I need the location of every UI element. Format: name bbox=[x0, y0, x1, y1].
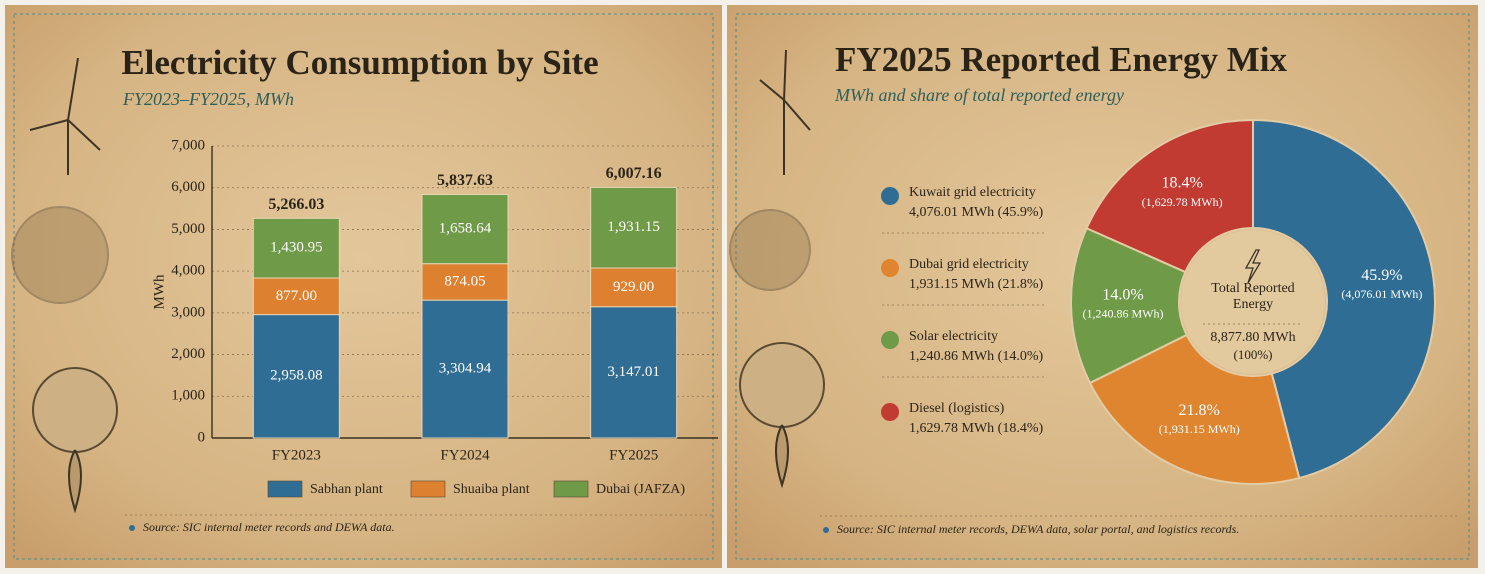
slice-share-label: 18.4% bbox=[1161, 175, 1202, 192]
y-tick-label: 3,000 bbox=[171, 304, 205, 320]
y-tick-label: 0 bbox=[198, 429, 206, 445]
chart-title: Electricity Consumption by Site bbox=[121, 43, 598, 82]
value-label: 929.00 bbox=[613, 279, 654, 295]
y-tick-label: 5,000 bbox=[171, 221, 205, 237]
total-label: 5,837.63 bbox=[437, 172, 493, 189]
legend-label: Solar electricity bbox=[909, 329, 998, 344]
legend-label: Shuaiba plant bbox=[453, 482, 530, 497]
value-label: 1,658.64 bbox=[439, 221, 492, 237]
slice-share-label: 21.8% bbox=[1179, 402, 1220, 419]
legend-marker bbox=[881, 259, 899, 277]
y-tick-label: 4,000 bbox=[171, 263, 205, 279]
legend-label: Diesel (logistics) bbox=[909, 401, 1005, 416]
dashboard: Electricity Consumption by Site FY2023–FY… bbox=[0, 0, 1485, 574]
chart-title: FY2025 Reported Energy Mix bbox=[835, 40, 1288, 79]
center-title: Total Reported Energy bbox=[1198, 281, 1308, 313]
legend-marker bbox=[881, 187, 899, 205]
legend-detail: 1,931.15 MWh (21.8%) bbox=[909, 277, 1043, 292]
legend-detail: 4,076.01 MWh (45.9%) bbox=[909, 205, 1043, 220]
value-label: 874.05 bbox=[444, 273, 485, 289]
slice-share-label: 14.0% bbox=[1102, 287, 1143, 304]
value-label: 3,147.01 bbox=[607, 364, 660, 380]
center-total: 8,877.80 MWh bbox=[1210, 330, 1295, 345]
x-tick-label: FY2023 bbox=[272, 447, 321, 463]
slice-value-label: (1,629.78 MWh) bbox=[1142, 195, 1223, 209]
slice-value-label: (4,076.01 MWh) bbox=[1341, 287, 1422, 301]
legend-swatch bbox=[268, 481, 302, 497]
slice-share-label: 45.9% bbox=[1361, 267, 1402, 284]
legend-marker bbox=[881, 403, 899, 421]
legend-detail: 1,629.78 MWh (18.4%) bbox=[909, 421, 1043, 436]
value-label: 1,430.95 bbox=[270, 240, 323, 256]
y-tick-label: 2,000 bbox=[171, 346, 205, 362]
legend-swatch bbox=[554, 481, 588, 497]
legend-label: Kuwait grid electricity bbox=[909, 185, 1036, 200]
source-note: Source: SIC internal meter records and D… bbox=[143, 520, 395, 534]
total-label: 6,007.16 bbox=[606, 165, 662, 182]
source-note: Source: SIC internal meter records, DEWA… bbox=[837, 522, 1239, 536]
y-tick-label: 6,000 bbox=[171, 179, 205, 195]
legend-label: Dubai (JAFZA) bbox=[596, 482, 685, 497]
slice-value-label: (1,240.86 MWh) bbox=[1083, 307, 1164, 321]
value-label: 1,931.15 bbox=[607, 219, 660, 235]
legend-label: Dubai grid electricity bbox=[909, 257, 1029, 272]
value-label: 877.00 bbox=[276, 288, 317, 304]
value-label: 2,958.08 bbox=[270, 368, 323, 384]
legend-label: Sabhan plant bbox=[310, 482, 383, 497]
source-dot bbox=[129, 525, 135, 531]
center-title-box: Total Reported Energy bbox=[1198, 281, 1308, 321]
x-tick-label: FY2025 bbox=[609, 447, 658, 463]
center-share: (100%) bbox=[1234, 347, 1273, 362]
legend-marker bbox=[881, 331, 899, 349]
y-tick-label: 1,000 bbox=[171, 388, 205, 404]
slice-value-label: (1,931.15 MWh) bbox=[1159, 422, 1240, 436]
x-tick-label: FY2024 bbox=[440, 447, 490, 463]
y-axis-label: MWh bbox=[151, 274, 167, 309]
legend-swatch bbox=[411, 481, 445, 497]
chart-subtitle: FY2023–FY2025, MWh bbox=[122, 89, 294, 109]
legend-detail: 1,240.86 MWh (14.0%) bbox=[909, 349, 1043, 364]
chart-subtitle: MWh and share of total reported energy bbox=[834, 85, 1124, 105]
source-dot bbox=[823, 527, 829, 533]
y-tick-label: 7,000 bbox=[171, 137, 205, 153]
total-label: 5,266.03 bbox=[268, 196, 324, 213]
value-label: 3,304.94 bbox=[439, 361, 492, 377]
